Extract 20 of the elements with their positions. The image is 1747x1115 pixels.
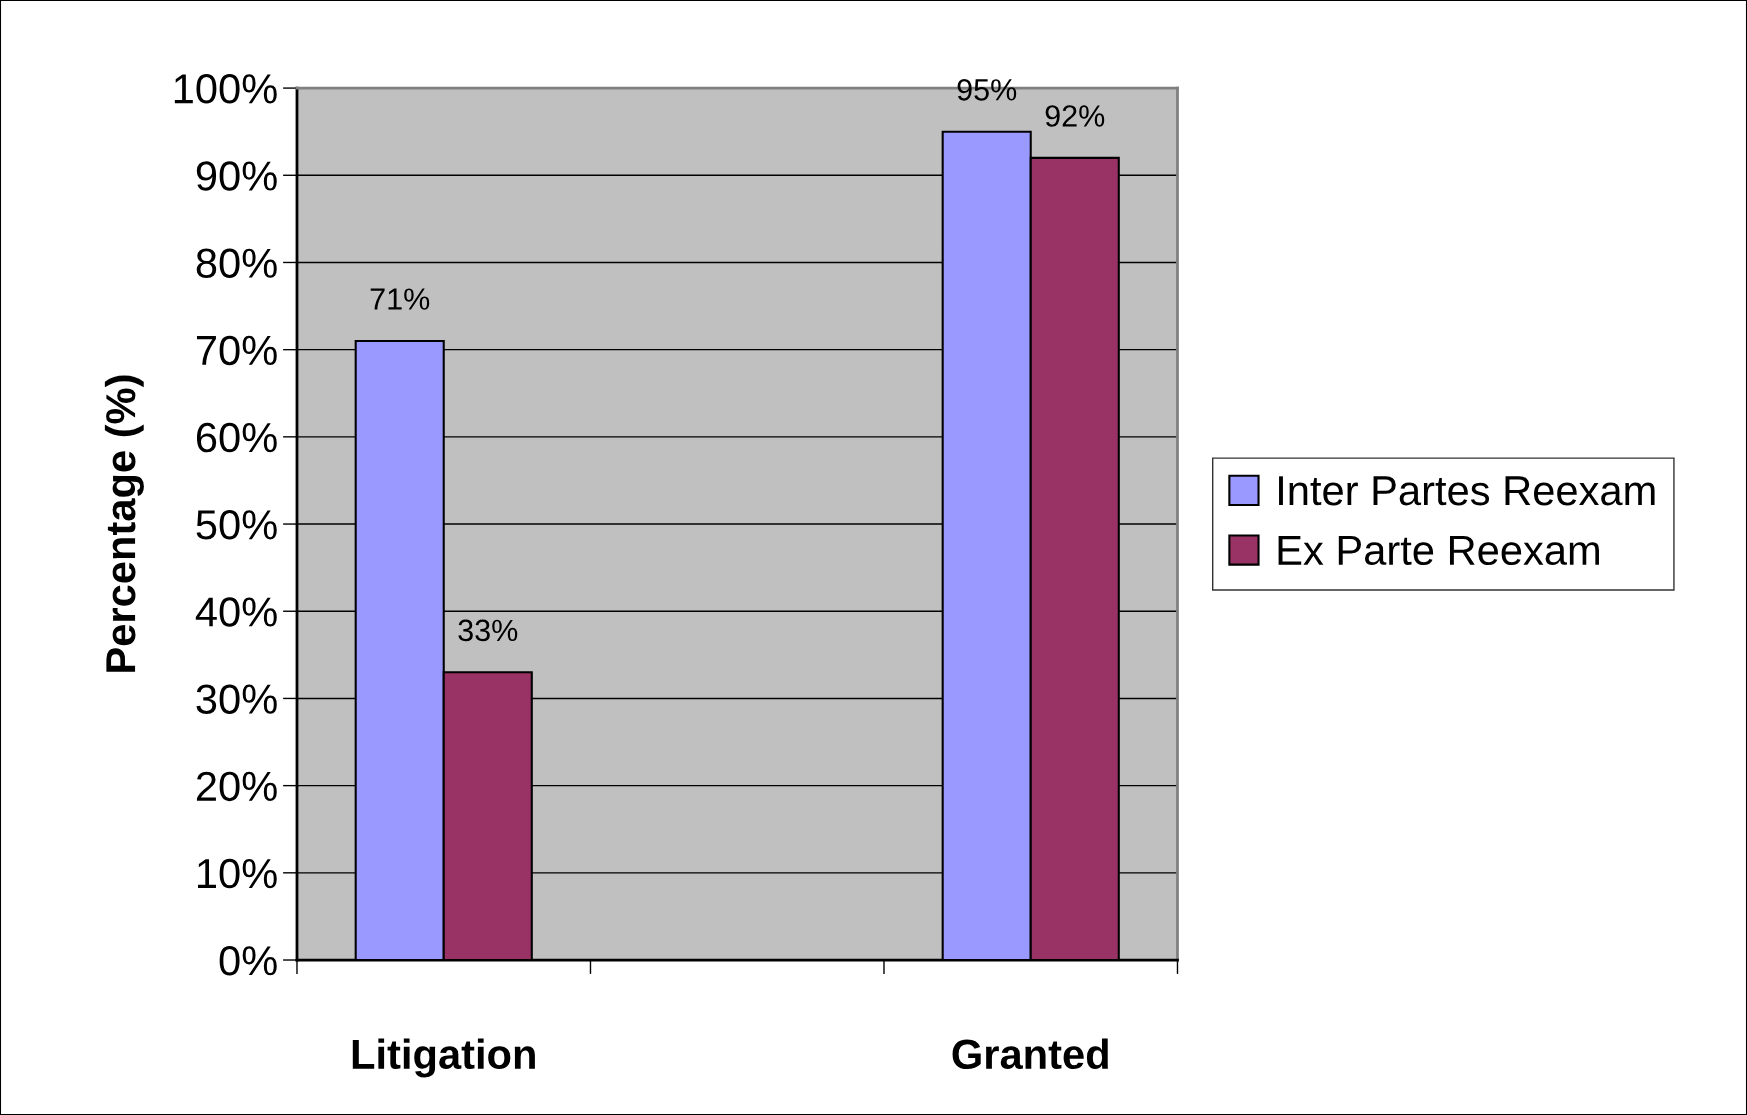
- y-tick-label: 80%: [196, 248, 277, 278]
- legend-label: Ex Parte Reexam: [1278, 536, 1599, 566]
- data-label: 95%: [957, 79, 1017, 101]
- data-label: 33%: [458, 619, 518, 642]
- y-axis-title: Percentage (%): [104, 375, 144, 672]
- x-tick-label: Granted: [952, 1038, 1108, 1070]
- y-tick-label: 0%: [219, 946, 277, 976]
- data-label: 92%: [1045, 105, 1105, 127]
- y-tick-label: 100%: [174, 74, 277, 104]
- x-tick-label: Litigation: [352, 1038, 535, 1078]
- y-tick-label: 60%: [196, 422, 277, 453]
- y-tick-label: 30%: [196, 684, 277, 714]
- y-tick-label: 20%: [196, 771, 277, 802]
- y-tick-label: 90%: [196, 161, 277, 191]
- y-tick-label: 10%: [198, 858, 277, 889]
- y-tick-label: 70%: [196, 335, 277, 366]
- data-label: 71%: [370, 288, 430, 310]
- legend-label: Inter Partes Reexam: [1279, 476, 1655, 506]
- y-tick-label: 50%: [196, 510, 277, 540]
- y-tick-label: 40%: [195, 597, 277, 627]
